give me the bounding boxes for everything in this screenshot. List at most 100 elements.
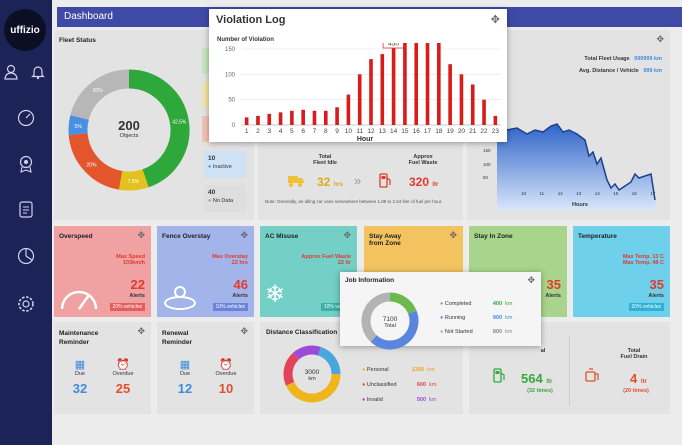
violation-bar[interactable] bbox=[369, 59, 373, 125]
tile-value: 46 bbox=[233, 277, 248, 292]
move-icon[interactable]: ✥ bbox=[343, 230, 351, 240]
legend-invalid[interactable]: ● Invalid 500 km bbox=[362, 397, 437, 403]
x-tick-label: 2 bbox=[256, 128, 260, 135]
move-icon[interactable]: ✥ bbox=[449, 230, 457, 240]
violation-bar[interactable] bbox=[482, 99, 486, 125]
violation-bar[interactable] bbox=[448, 64, 452, 125]
violation-bar[interactable] bbox=[256, 115, 260, 125]
location-badge-icon[interactable] bbox=[18, 155, 34, 173]
distance-total-value: 3000 bbox=[304, 369, 320, 376]
status-legend-inactive[interactable]: 10 ● Inactive bbox=[204, 151, 246, 178]
distance-classification-donut[interactable] bbox=[281, 343, 343, 405]
user-icon[interactable] bbox=[3, 64, 19, 80]
usage-label: Total Fleet Usage bbox=[584, 56, 630, 62]
tile-title: Stay In Zone bbox=[474, 233, 513, 240]
violation-bar[interactable] bbox=[278, 112, 283, 125]
donut-slice[interactable] bbox=[119, 169, 149, 191]
x-tick-label: 22 bbox=[480, 128, 488, 135]
job-information-popup[interactable]: Job Information ✥ 7100 Total ● Completed… bbox=[340, 272, 541, 350]
violation-bar[interactable] bbox=[244, 117, 249, 125]
violation-bar[interactable] bbox=[437, 43, 441, 125]
y-tick-label: 150 bbox=[483, 148, 491, 153]
violation-bar[interactable] bbox=[470, 84, 475, 125]
x-tick-label: 1 bbox=[245, 128, 249, 135]
x-tick-label: 14 bbox=[390, 128, 398, 135]
job-information-donut[interactable] bbox=[358, 289, 422, 353]
pie-chart-icon[interactable] bbox=[17, 247, 35, 265]
donut-slice[interactable] bbox=[70, 69, 130, 121]
violation-bar[interactable] bbox=[357, 74, 362, 125]
donut-slice[interactable] bbox=[317, 346, 341, 375]
donut-slice[interactable] bbox=[292, 345, 321, 360]
x-tick-label: 10 bbox=[345, 128, 353, 135]
violation-bar[interactable] bbox=[380, 54, 385, 125]
tile-value: 35 bbox=[546, 277, 561, 292]
uffizio-logo[interactable]: uffizio bbox=[4, 9, 46, 51]
move-icon[interactable]: ✥ bbox=[137, 326, 145, 336]
legend-not-started[interactable]: ● Not Started 800 km bbox=[440, 329, 513, 335]
donut-slice[interactable] bbox=[361, 292, 391, 342]
slice-label: 7.5% bbox=[128, 179, 140, 185]
move-icon[interactable]: ✥ bbox=[527, 275, 535, 285]
violation-bar[interactable] bbox=[335, 107, 339, 125]
bell-icon[interactable] bbox=[30, 64, 46, 80]
card-title: Maintenance Reminder bbox=[59, 330, 99, 347]
overdue-stat[interactable]: ⏰ Overdue 25 bbox=[108, 358, 138, 396]
violation-bar[interactable] bbox=[267, 113, 272, 125]
slice-label: 5% bbox=[75, 124, 83, 130]
donut-slice[interactable] bbox=[283, 352, 300, 386]
tile-title: AC Misuse bbox=[265, 233, 299, 240]
violation-bar[interactable] bbox=[425, 43, 430, 125]
y-tick-label: 50 bbox=[228, 98, 235, 104]
legend-completed[interactable]: ● Completed 400 km bbox=[440, 301, 513, 307]
donut-slice[interactable] bbox=[68, 115, 89, 135]
donut-slice[interactable] bbox=[285, 373, 341, 403]
speedometer-icon[interactable] bbox=[17, 109, 35, 127]
legend-unclassified[interactable]: ● Unclassified 600 km bbox=[362, 382, 437, 388]
move-icon[interactable]: ✥ bbox=[240, 326, 248, 336]
distance-area-chart[interactable] bbox=[497, 90, 669, 210]
move-icon[interactable]: ✥ bbox=[137, 230, 145, 240]
overspeed-tile[interactable]: Overspeed ✥ Max Speed 103km/h 22 Alerts … bbox=[54, 226, 151, 317]
move-icon[interactable]: ✥ bbox=[240, 230, 248, 240]
move-icon[interactable]: ✥ bbox=[656, 34, 664, 44]
overdue-stat[interactable]: ⏰ Overdue 10 bbox=[211, 358, 241, 396]
legend-running[interactable]: ● Running 900 km bbox=[440, 315, 513, 321]
due-stat[interactable]: ▦ Due 32 bbox=[68, 358, 92, 396]
report-icon[interactable] bbox=[19, 201, 33, 218]
due-stat[interactable]: ▦ Due 12 bbox=[173, 358, 197, 396]
x-tick-label: 6 bbox=[301, 128, 305, 135]
violation-bar[interactable] bbox=[459, 74, 464, 125]
violation-bar[interactable] bbox=[403, 43, 407, 126]
donut-slice[interactable] bbox=[128, 69, 190, 188]
violation-bar[interactable] bbox=[346, 94, 351, 125]
violation-bar[interactable] bbox=[301, 109, 305, 125]
x-tick-label: 21 bbox=[469, 128, 477, 135]
popup-title: Violation Log bbox=[216, 14, 286, 26]
arrow-icon: » bbox=[354, 173, 362, 188]
donut-slice[interactable] bbox=[68, 132, 123, 190]
violation-bar[interactable] bbox=[414, 43, 419, 125]
violation-bar[interactable] bbox=[323, 110, 328, 125]
violation-bar[interactable] bbox=[312, 110, 317, 125]
violation-bar[interactable] bbox=[290, 110, 294, 125]
fuel-waste-value: 320 bbox=[409, 175, 430, 189]
gear-icon[interactable] bbox=[17, 295, 35, 313]
maintenance-reminder-card: Maintenance Reminder ✥ ▦ Due 32 ⏰ Overdu… bbox=[54, 322, 151, 414]
page-title: Dashboard bbox=[64, 11, 113, 22]
violation-bar[interactable] bbox=[493, 115, 498, 125]
temperature-tile[interactable]: Temperature Max Temp. 13 C Max Temp. 48 … bbox=[573, 226, 670, 317]
donut-slice[interactable] bbox=[389, 292, 417, 315]
status-legend-nodata[interactable]: 40 ● No Data bbox=[204, 185, 246, 212]
fleet-total-label: Objects bbox=[119, 133, 139, 139]
violation-log-popup[interactable]: Violation Log ✥ Number of Violation 0 50 1… bbox=[209, 9, 507, 142]
move-icon[interactable]: ✥ bbox=[490, 14, 500, 26]
popup-title: Job Information bbox=[345, 277, 395, 284]
x-tick-label: 19 bbox=[447, 128, 455, 135]
donut-slice[interactable] bbox=[370, 310, 419, 350]
fleet-status-donut[interactable]: 42.5% 7.5% 20% 5% 20% bbox=[64, 65, 194, 195]
violation-bar[interactable] bbox=[391, 43, 396, 125]
legend-personal[interactable]: ● Personal 1300 km bbox=[362, 367, 435, 373]
fence-overstay-tile[interactable]: Fence Overstay ✥ Max Overstay 22 hrs 46 … bbox=[157, 226, 254, 317]
